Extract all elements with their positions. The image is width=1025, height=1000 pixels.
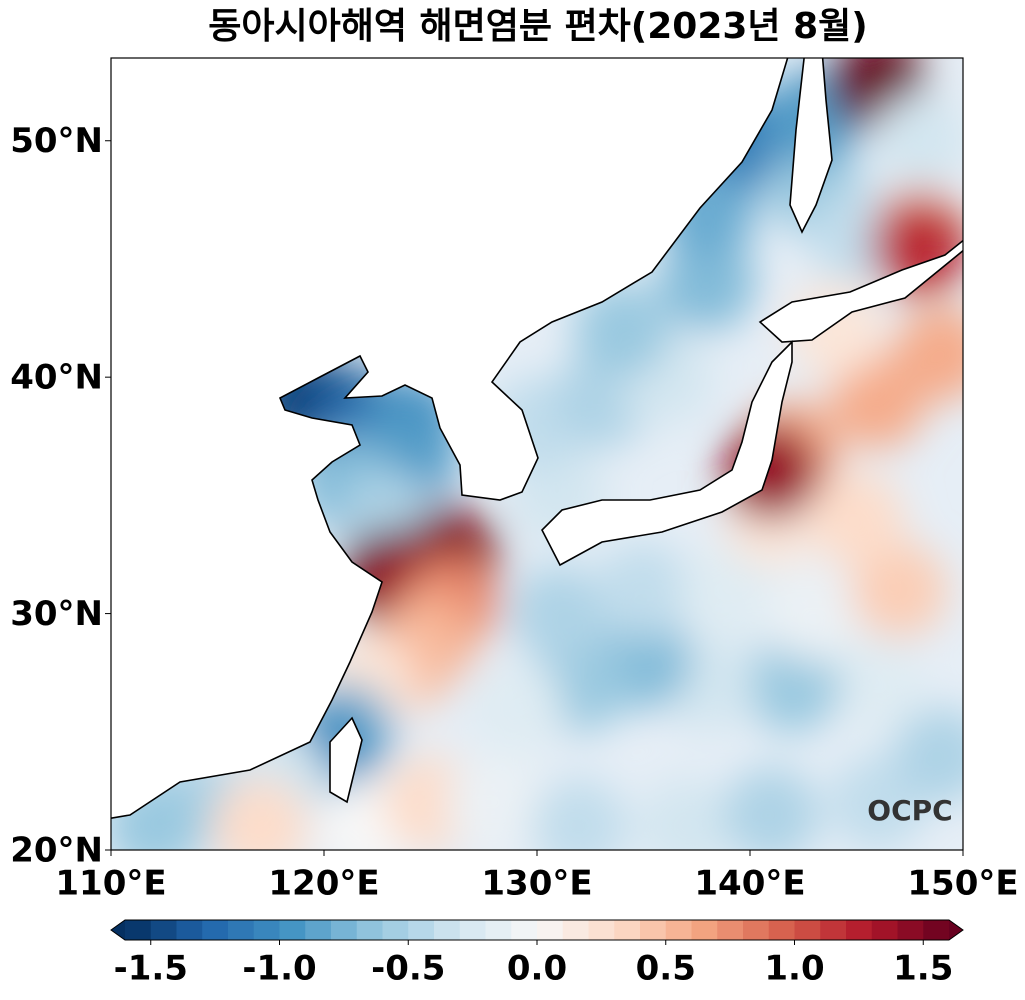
colorbar-segment [588,920,615,940]
colorbar-outline [110,919,964,941]
colorbar-tick-label: 1.5 [893,949,953,989]
anomaly-cell [851,541,948,638]
y-tick-label: 40°N [10,358,103,398]
colorbar-segment [305,920,332,940]
colorbar-segment [485,920,512,940]
colorbar-segment [382,920,409,940]
colorbar-segment [743,920,770,940]
colorbar-segment [459,920,486,940]
colorbar-segment [923,920,950,940]
anomaly-cell [765,565,862,662]
colorbar-segment [691,920,718,940]
colorbar-segment [125,920,152,940]
anomaly-cell [638,778,735,850]
colorbar-segment [150,920,177,940]
sakhalin [789,58,833,234]
anomaly-cell [893,707,963,804]
anomaly-cell [872,199,963,296]
colorbar-extend-high [949,920,963,940]
colorbar-segment [717,920,744,940]
hokkaido [758,239,963,343]
honshu [541,340,793,567]
colorbar-segment [846,920,873,940]
watermark: OCPC [867,794,952,827]
x-tick-label: 130°E [481,864,592,904]
colorbar-segment [640,920,667,940]
colorbar-tick-label: 0.0 [507,949,567,989]
anomaly-cell [467,660,564,757]
x-tick-label: 110°E [55,864,166,904]
colorbar-tick-label: -1.0 [242,949,316,989]
land [111,58,963,819]
y-tick-label: 20°N [10,831,103,871]
y-tick-label: 50°N [10,121,103,161]
mainland [111,58,789,819]
colorbar-segment [871,920,898,940]
colorbar-segment [511,920,538,940]
colorbar-segment [279,920,306,940]
taiwan [329,716,363,804]
colorbar-tick-label: 1.0 [764,949,824,989]
colorbar-segment [356,920,383,940]
colorbar: -1.5 -1.0 -0.5 0.0 0.5 1.0 1.5 [110,919,964,989]
anomaly-cell [595,541,692,638]
anomaly-cell [574,281,671,378]
colorbar-segment [331,920,358,940]
colorbar-segment [897,920,924,940]
colorbar-extend-low [111,920,125,940]
colorbar-segment [820,920,847,940]
anomaly-cell [212,778,309,850]
colorbar-segment [176,920,203,940]
colorbar-segment [408,920,435,940]
colorbar-segment [768,920,795,940]
chart-title: 동아시아해역 해면염분 편차(2023년 8월) [208,6,867,47]
colorbar-tick-label: -0.5 [371,949,445,989]
colorbar-segment [228,920,255,940]
colorbar-segment [537,920,564,940]
colorbar-segment [202,920,229,940]
anomaly-cell [680,541,777,638]
colorbar-segment [434,920,461,940]
anomaly-cell [531,778,628,850]
y-tick-label: 30°N [10,594,103,634]
anomaly-cell [510,565,607,662]
x-tick-label: 120°E [268,864,379,904]
colorbar-segment [253,920,280,940]
colorbar-segment [665,920,692,940]
colorbar-segment [614,920,641,940]
anomaly-cell [808,471,905,568]
anomaly-cell [659,234,756,331]
anomaly-cell [446,754,543,850]
colorbar-tick-label: -1.5 [114,949,188,989]
anomaly-cell [872,92,963,189]
colorbar-segment [794,920,821,940]
x-tick-label: 140°E [694,864,805,904]
colorbar-segment [562,920,589,940]
anomaly-cell [829,636,926,733]
x-tick-label: 150°E [907,864,1018,904]
anomaly-cell [893,305,963,402]
colorbar-tick-label: 0.5 [636,949,696,989]
anomaly-cell [723,766,820,850]
